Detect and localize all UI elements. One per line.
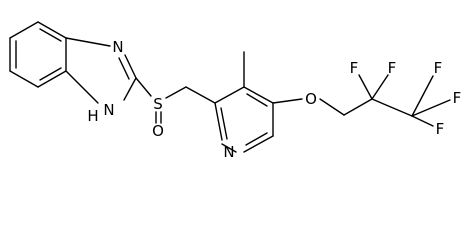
atom-label: F xyxy=(453,89,462,107)
atom-label: O xyxy=(305,90,317,108)
atom-label: O xyxy=(152,122,164,140)
atom-label: F xyxy=(350,59,359,77)
atom-label: F xyxy=(434,59,443,77)
bonds xyxy=(9,21,451,153)
atom-labels: N H N S O N O F F F F F xyxy=(87,38,461,161)
atom-label: N xyxy=(223,143,234,161)
atom-label: H xyxy=(87,107,98,125)
atom-label: F xyxy=(436,120,445,138)
atom-label: S xyxy=(153,95,163,113)
atom-label: N xyxy=(112,38,123,56)
molecule-diagram: N H N S O N O F F F F F xyxy=(9,21,461,161)
atom-label: F xyxy=(388,59,397,77)
atom-label: N xyxy=(103,101,114,119)
